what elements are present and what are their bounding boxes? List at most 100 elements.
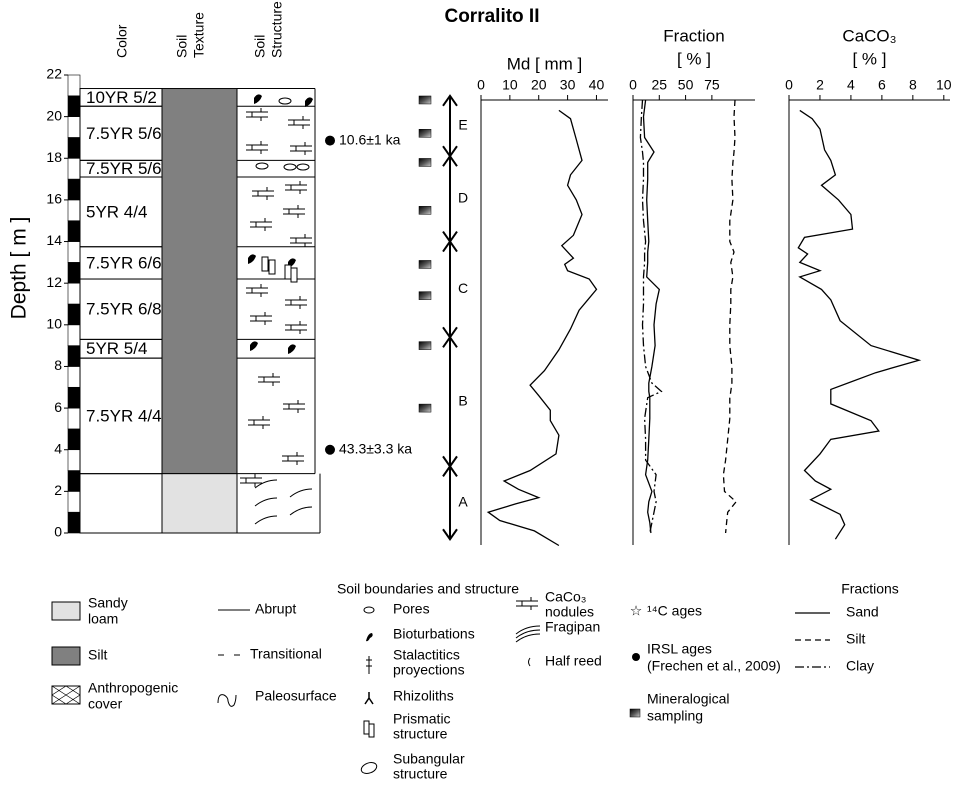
bioturbation-icon	[366, 633, 373, 642]
irsl-age-label: 43.3±3.3 ka	[339, 440, 412, 456]
pore-symbol	[296, 163, 310, 171]
scale-bar-segment	[67, 345, 81, 367]
chart-title: Md [ mm ]	[507, 54, 583, 73]
color-label: 7.5YR 6/8	[86, 300, 162, 319]
depth-tick-label: 8	[54, 357, 62, 373]
column-header: Structure	[269, 1, 285, 58]
chart-title: Fraction	[663, 26, 724, 45]
scale-bar-segment	[67, 199, 81, 222]
sampling-marker	[418, 260, 432, 269]
unit-arrow	[442, 239, 458, 340]
nodule-symbol	[250, 312, 272, 325]
nodule-symbol	[283, 205, 305, 218]
x-tick-label: 10	[936, 77, 952, 93]
structure-legend-label: Prismatic	[393, 711, 451, 727]
scale-bar-segment	[67, 178, 81, 201]
prismatic-icon	[368, 723, 375, 738]
unit-label: A	[458, 494, 468, 510]
unit-label: E	[458, 117, 467, 133]
fragipan-symbol	[289, 506, 313, 516]
unit-label: C	[458, 280, 468, 296]
nodule-symbol	[285, 296, 307, 309]
texture-legend-label: loam	[88, 611, 118, 627]
sampling-marker	[418, 403, 432, 413]
fraction-legend-label: Silt	[846, 631, 866, 647]
structure-legend-label: CaCo₃	[545, 589, 587, 605]
rhizolith-icon	[364, 692, 374, 705]
unit-label: D	[458, 190, 468, 206]
symbol-legend-label: Mineralogical	[647, 691, 729, 707]
anthropogenic-pattern	[51, 685, 81, 705]
depth-tick-label: 4	[54, 440, 62, 456]
scale-bar-segment	[67, 157, 81, 180]
symbol-legend-label: ¹⁴C ages	[647, 603, 702, 619]
fragipan-icon	[515, 625, 541, 643]
nodule-symbol	[282, 452, 304, 465]
scale-bar-segment	[67, 241, 81, 263]
nodule-symbol	[252, 187, 274, 200]
symbol-legend-label: IRSL ages	[647, 641, 712, 657]
chart-title: [ % ]	[852, 49, 886, 68]
nodule-symbol	[285, 181, 307, 194]
scale-bar-segment	[67, 470, 81, 492]
scale-bar-segment	[67, 116, 81, 138]
unit-arrow	[442, 94, 458, 158]
texture-swatch	[51, 601, 81, 621]
nodule-symbol	[246, 284, 268, 297]
nodule-symbol	[246, 108, 268, 121]
sampling-marker	[418, 291, 432, 300]
bioturbation-symbol	[305, 97, 313, 107]
depth-tick-label: 16	[46, 191, 62, 207]
pores-icon	[363, 606, 375, 614]
legend-heading: Soil boundaries and structure	[337, 581, 519, 597]
nodule-symbol	[240, 474, 262, 487]
sampling-marker	[418, 206, 432, 215]
structure-legend-label: nodules	[545, 604, 594, 620]
bioturbation-symbol	[288, 344, 296, 354]
depth-tick-label: 10	[46, 316, 62, 332]
depth-tick-label: 20	[46, 107, 62, 123]
fragipan-symbol	[254, 515, 278, 525]
structure-legend-label: Half reed	[545, 653, 602, 669]
depth-tick-label: 14	[46, 232, 62, 248]
nodule-symbol	[250, 218, 272, 231]
structure-legend-label: Rhizoliths	[393, 688, 454, 704]
legend-heading: Fractions	[841, 581, 899, 597]
scale-bar-segment	[67, 366, 81, 388]
scale-bar-segment	[67, 428, 81, 451]
column-header: Texture	[191, 12, 207, 58]
depth-tick-label: 22	[46, 66, 62, 82]
color-layer	[79, 473, 163, 534]
column-header: Soil	[174, 35, 190, 58]
scale-bar-segment	[67, 262, 81, 284]
nodule-symbol	[246, 141, 268, 154]
x-tick-label: 2	[816, 77, 824, 93]
texture-legend-label: Sandy	[88, 595, 128, 611]
scale-bar-segment	[67, 303, 81, 326]
column-header: Color	[114, 24, 130, 58]
x-tick-label: 75	[704, 77, 720, 93]
scale-bar-segment	[67, 386, 81, 409]
symbol-legend-label: (Frechen et al., 2009)	[647, 658, 781, 674]
nodule-symbol	[288, 116, 310, 129]
subangular-icon	[360, 762, 378, 774]
paleosurface-symbol	[217, 694, 237, 707]
x-tick-label: 10	[502, 77, 518, 93]
nodule-symbol	[290, 234, 312, 247]
boundary-legend-label: Paleosurface	[255, 688, 337, 704]
sampling-marker	[418, 95, 432, 105]
texture-swatch	[51, 646, 81, 666]
depth-tick-label: 0	[54, 524, 62, 540]
irsl-age-marker	[325, 135, 335, 146]
fraction-legend-label: Clay	[846, 658, 874, 674]
structure-legend-label: Bioturbations	[393, 626, 475, 642]
chart-title: CaCO₃	[842, 26, 896, 45]
symbol-legend-label: sampling	[647, 708, 703, 724]
nodule-symbol	[290, 142, 312, 155]
x-tick-label: 0	[785, 77, 793, 93]
scale-bar-segment	[67, 324, 81, 346]
prismatic-icon	[363, 720, 370, 735]
texture-legend-label: cover	[88, 696, 123, 712]
stalactite-icon	[366, 656, 372, 674]
